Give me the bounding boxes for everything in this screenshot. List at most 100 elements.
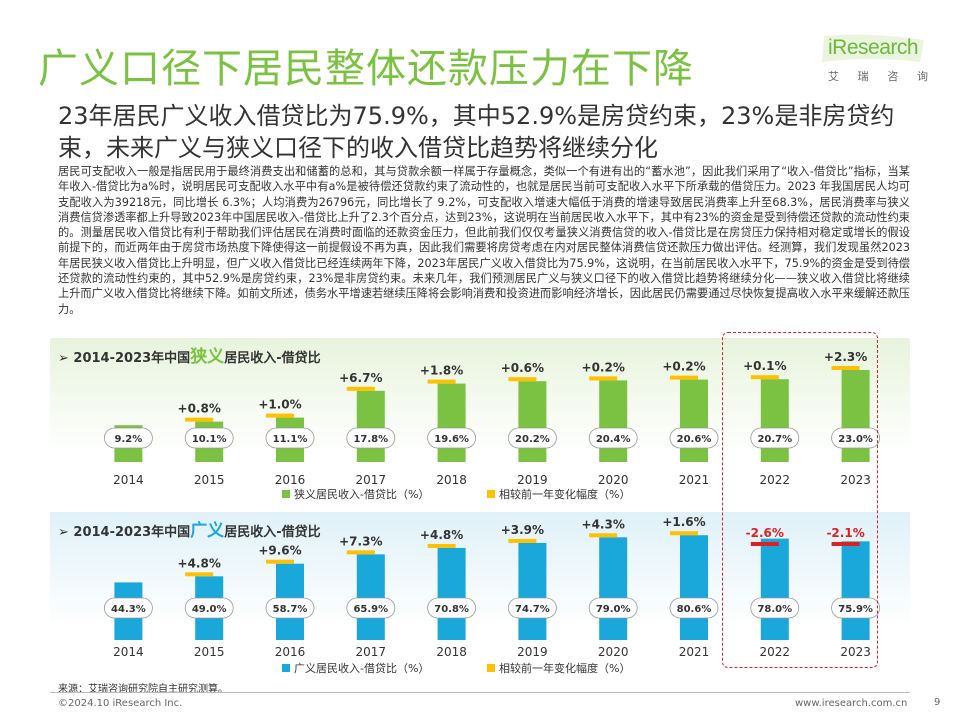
copyright: ©2024.10 iResearch Inc. bbox=[58, 698, 183, 709]
x-tick-label: 2014 bbox=[113, 473, 144, 487]
value-label: 78.0% bbox=[757, 604, 792, 615]
value-label: 70.8% bbox=[434, 604, 469, 615]
value-label-box bbox=[588, 597, 638, 619]
change-label: +3.9% bbox=[501, 523, 544, 537]
value-label-box bbox=[507, 597, 557, 619]
x-tick-label: 2021 bbox=[679, 473, 710, 487]
change-marker bbox=[589, 376, 618, 381]
page-number: 9 bbox=[934, 697, 941, 708]
value-label-box bbox=[669, 427, 719, 449]
change-label: -2.6% bbox=[746, 526, 784, 540]
chart-title-suffix: 居民收入-借贷比 bbox=[224, 351, 321, 366]
x-tick-label: 2015 bbox=[194, 473, 225, 487]
change-label: +0.8% bbox=[178, 402, 221, 416]
logo-wordmark: iResearch bbox=[828, 36, 919, 59]
value-label: 9.2% bbox=[115, 434, 143, 445]
value-label: 17.8% bbox=[353, 434, 388, 445]
change-label: -2.1% bbox=[826, 526, 864, 540]
narrow-ratio-bar-chart: 9.2% 2014 10.1% +0.8% 2015 11.1% +1.0% 2016 17.8… bbox=[104, 350, 880, 501]
logo-subtext: 艾 瑞 咨 询 bbox=[828, 68, 928, 84]
value-label-box bbox=[346, 597, 396, 619]
change-label: +4.3% bbox=[582, 517, 625, 531]
x-tick-label: 2023 bbox=[840, 645, 871, 659]
change-marker bbox=[266, 559, 294, 564]
value-bar bbox=[356, 554, 385, 640]
change-label: +0.2% bbox=[662, 360, 705, 374]
change-marker bbox=[589, 533, 618, 538]
value-label-box bbox=[750, 427, 800, 449]
change-label: +4.8% bbox=[178, 556, 221, 570]
change-marker bbox=[185, 417, 214, 422]
change-marker bbox=[750, 375, 779, 380]
change-marker bbox=[831, 542, 860, 546]
value-label: 11.1% bbox=[273, 434, 308, 445]
change-label: +1.8% bbox=[420, 364, 463, 378]
change-label: +7.3% bbox=[339, 534, 382, 548]
value-bar bbox=[437, 383, 466, 462]
iresearch-logo: iResearch 艾 瑞 咨 询 bbox=[820, 34, 928, 90]
change-marker bbox=[427, 543, 456, 548]
x-tick-label: 2021 bbox=[679, 645, 710, 659]
value-bar bbox=[518, 542, 547, 640]
value-label: 20.7% bbox=[757, 434, 792, 445]
value-label-box bbox=[104, 427, 153, 449]
value-label: 74.7% bbox=[515, 604, 550, 615]
change-label: +1.6% bbox=[662, 515, 705, 529]
logo-sub-char: 瑞 bbox=[857, 70, 869, 83]
change-marker bbox=[266, 413, 294, 418]
x-tick-label: 2022 bbox=[760, 473, 791, 487]
change-marker bbox=[508, 377, 537, 382]
change-marker bbox=[346, 550, 375, 555]
legend-swatch-change bbox=[487, 490, 495, 498]
value-label: 79.0% bbox=[596, 604, 631, 615]
legend-label-change: 相较前一年变化幅度（%） bbox=[499, 661, 630, 675]
value-bar bbox=[760, 538, 789, 640]
value-label-box bbox=[669, 597, 719, 619]
x-tick-label: 2018 bbox=[436, 473, 467, 487]
chart-title-suffix: 居民收入-借贷比 bbox=[224, 525, 321, 540]
legend-swatch-ratio bbox=[282, 490, 290, 498]
logo-sub-char: 咨 bbox=[887, 70, 899, 83]
value-label-box bbox=[831, 427, 880, 449]
x-tick-label: 2022 bbox=[760, 645, 791, 659]
chart-title-prefix: ➢ 2014-2023年中国 bbox=[58, 351, 191, 366]
x-tick-label: 2023 bbox=[840, 473, 871, 487]
value-label-box bbox=[265, 427, 315, 449]
website-link[interactable]: www.iresearch.com.cn bbox=[795, 698, 908, 709]
value-label-box bbox=[588, 427, 638, 449]
change-marker bbox=[670, 531, 698, 536]
x-tick-label: 2019 bbox=[517, 645, 548, 659]
x-tick-label: 2018 bbox=[436, 645, 467, 659]
x-tick-label: 2020 bbox=[598, 645, 629, 659]
narrow-chart-title: ➢ 2014-2023年中国狭义居民收入-借贷比 bbox=[58, 342, 321, 367]
chart-title-prefix: ➢ 2014-2023年中国 bbox=[58, 525, 191, 540]
broad-ratio-chart-panel: ➢ 2014-2023年中国广义居民收入-借贷比 44.3% 2014 49.0% +… bbox=[50, 512, 910, 678]
value-bar bbox=[599, 537, 628, 640]
change-label: +6.7% bbox=[339, 371, 382, 385]
source-note: 来源：艾瑞咨询研究院自主研究测算。 bbox=[58, 684, 228, 695]
value-bar bbox=[356, 390, 385, 462]
broad-ratio-bar-chart: 44.3% 2014 49.0% +4.8% 2015 58.7% +9.6% 2016 65.… bbox=[104, 515, 880, 675]
change-marker bbox=[750, 542, 779, 546]
value-label: 19.6% bbox=[434, 434, 469, 445]
value-bar bbox=[680, 535, 708, 640]
value-label-box bbox=[750, 597, 800, 619]
logo-swoosh-icon bbox=[822, 34, 924, 62]
value-label: 10.1% bbox=[192, 434, 227, 445]
change-marker bbox=[427, 379, 456, 384]
value-label: 20.6% bbox=[677, 434, 712, 445]
value-label: 65.9% bbox=[353, 604, 388, 615]
page-title: 广义口径下居民整体还款压力在下降 bbox=[38, 46, 694, 92]
change-marker bbox=[508, 538, 537, 543]
value-label-box bbox=[184, 597, 234, 619]
change-label: +0.2% bbox=[582, 360, 625, 374]
x-tick-label: 2015 bbox=[194, 645, 225, 659]
x-tick-label: 2017 bbox=[356, 645, 387, 659]
legend-swatch-change bbox=[487, 664, 495, 672]
value-label: 49.0% bbox=[192, 604, 227, 615]
logo-sub-char: 艾 bbox=[828, 70, 839, 83]
x-tick-label: 2017 bbox=[356, 473, 387, 487]
value-label-box bbox=[346, 427, 396, 449]
change-marker bbox=[346, 386, 375, 391]
x-tick-label: 2014 bbox=[113, 645, 144, 659]
